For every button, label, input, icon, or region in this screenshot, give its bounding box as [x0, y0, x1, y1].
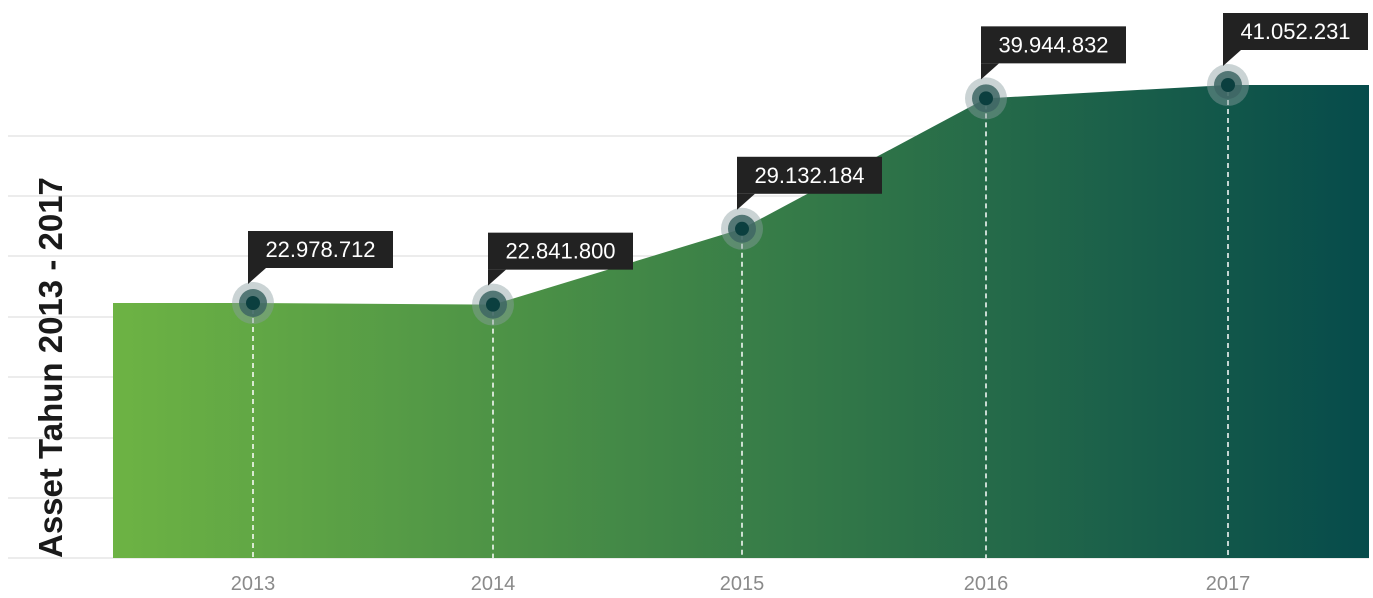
- data-label-box: [488, 232, 633, 270]
- data-label-box: [981, 26, 1126, 64]
- data-point: [472, 283, 514, 326]
- data-labels: 22.978.712 22.841.800 29.132.184 39.944.832…: [248, 13, 1368, 286]
- data-point: [1207, 64, 1249, 106]
- x-tick-label: 2014: [471, 573, 516, 595]
- data-point-dot: [735, 221, 749, 236]
- data-label-box: [737, 156, 882, 194]
- data-label: 41.052.231: [1223, 13, 1368, 66]
- data-label-text: 39.944.832: [998, 32, 1108, 57]
- data-label-box: [248, 231, 393, 268]
- data-label-box: [1223, 13, 1368, 50]
- data-point: [965, 77, 1007, 120]
- x-tick-label: 2015: [720, 573, 765, 595]
- data-label: 22.978.712: [248, 231, 393, 284]
- data-label-pointer: [488, 269, 506, 286]
- area-series: [113, 85, 1369, 558]
- x-axis-ticks: 2013 2014 2015 2016 2017: [231, 573, 1251, 595]
- data-point: [232, 282, 274, 324]
- data-point-dot: [486, 297, 500, 312]
- data-point: [721, 207, 763, 250]
- data-point-dot: [979, 91, 993, 106]
- data-label: 29.132.184: [737, 156, 882, 210]
- data-point-dot: [1221, 78, 1235, 92]
- data-point-dot: [246, 296, 260, 310]
- data-label: 22.841.800: [488, 232, 633, 286]
- data-label-pointer: [1223, 50, 1241, 66]
- y-axis-label: Asset Tahun 2013 - 2017: [32, 177, 69, 558]
- x-tick-label: 2013: [231, 573, 276, 595]
- data-label-text: 29.132.184: [754, 163, 864, 188]
- x-tick-label: 2017: [1206, 573, 1251, 595]
- data-label-pointer: [248, 268, 266, 284]
- data-label-text: 41.052.231: [1240, 19, 1350, 44]
- data-label: 39.944.832: [981, 26, 1126, 80]
- x-tick-label: 2016: [964, 573, 1009, 595]
- drop-lines: [252, 91, 1229, 558]
- data-label-pointer: [737, 193, 755, 210]
- point-markers: [232, 64, 1249, 326]
- data-label-pointer: [981, 63, 999, 80]
- data-label-text: 22.841.800: [505, 239, 615, 264]
- data-label-text: 22.978.712: [265, 237, 375, 262]
